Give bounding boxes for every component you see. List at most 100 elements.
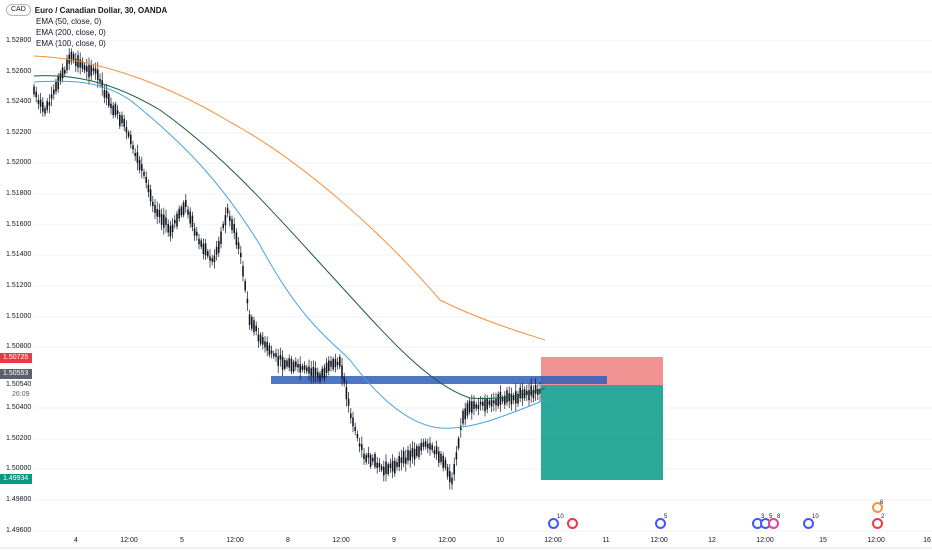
economic-event-icon[interactable]	[548, 518, 559, 529]
candle-body	[176, 213, 178, 227]
candle-body	[312, 366, 315, 377]
stop-loss-price-label[interactable]: 1.50725	[0, 353, 32, 363]
price-tick: 1.52400	[6, 98, 32, 105]
candle-body	[449, 471, 451, 483]
candle-body	[94, 68, 97, 74]
candle-body	[196, 231, 198, 236]
candle-body	[416, 446, 418, 456]
candle-body	[532, 389, 535, 398]
time-tick: 11	[602, 537, 610, 544]
candle-body	[246, 298, 249, 304]
price-tick: 1.50200	[6, 435, 32, 442]
candle-body	[244, 281, 246, 291]
candle-body	[438, 451, 440, 463]
candle-body	[44, 108, 46, 114]
chart-legend: CAD Euro / Canadian Dollar, 30, OANDA EM…	[6, 4, 167, 49]
time-tick: 9	[392, 537, 396, 544]
price-tick: 1.49600	[6, 527, 32, 534]
event-count: 3	[761, 514, 765, 520]
candle-body	[35, 91, 37, 98]
symbol-title: Euro / Canadian Dollar, 30, OANDA	[34, 5, 168, 15]
event-count: 10	[812, 514, 819, 520]
candle-body	[209, 256, 211, 261]
time-tick: 10	[496, 537, 504, 544]
candle-body	[266, 341, 268, 351]
candle-body	[429, 443, 431, 450]
candle-body	[231, 219, 233, 231]
legend-ema200[interactable]: EMA (200, close, 0)	[6, 27, 167, 38]
candle-body	[418, 446, 420, 458]
candle-body	[138, 159, 141, 170]
take-profit-zone	[541, 385, 663, 480]
candle-body	[352, 417, 354, 427]
time-tick: 15	[819, 537, 827, 544]
candle-body	[363, 453, 365, 460]
economic-event-icon[interactable]	[768, 518, 779, 529]
entry-price-label[interactable]: 1.50553	[0, 369, 32, 379]
candle-body	[147, 184, 150, 192]
candle-body	[171, 224, 174, 232]
candle-body	[440, 453, 442, 462]
candle-body	[400, 457, 403, 463]
candle-body	[297, 363, 299, 368]
candle-body	[330, 360, 332, 367]
candle-body	[270, 350, 273, 354]
canada-flag-icon[interactable]	[567, 518, 578, 529]
candle-body	[158, 209, 161, 218]
candle-body	[57, 76, 59, 90]
candle-body	[193, 228, 196, 236]
candle-body	[457, 438, 460, 449]
candle-body	[484, 399, 486, 412]
economic-event-icon[interactable]	[655, 518, 666, 529]
candle-body	[116, 110, 119, 115]
candle-body	[143, 171, 145, 176]
candle-body	[402, 450, 405, 464]
candle-body	[336, 361, 339, 366]
candle-body	[154, 205, 156, 213]
economic-event-icon[interactable]	[803, 518, 814, 529]
candle-body	[257, 334, 260, 342]
candle-body	[510, 393, 513, 405]
candle-body	[277, 356, 279, 366]
economic-event-icon[interactable]	[872, 502, 883, 513]
candle-body	[123, 118, 125, 127]
candle-body	[211, 258, 213, 262]
candle-body	[466, 403, 469, 416]
candle-body	[149, 189, 152, 202]
candle-body	[103, 90, 106, 98]
candle-body	[66, 58, 68, 71]
candle-body	[460, 426, 462, 431]
candle-body	[112, 105, 114, 116]
take-profit-price-label[interactable]: 1.49934	[0, 474, 32, 484]
candle-body	[508, 393, 510, 402]
candle-body	[125, 127, 128, 133]
legend-ema50[interactable]: EMA (50, close, 0)	[6, 16, 167, 27]
candle-body	[358, 443, 361, 447]
candle-body	[259, 334, 262, 344]
candle-body	[42, 102, 44, 112]
legend-ema100[interactable]: EMA (100, close, 0)	[6, 38, 167, 49]
canada-flag-icon[interactable]	[872, 518, 883, 529]
candle-body	[110, 103, 112, 109]
candle-body	[130, 134, 132, 145]
candle-body	[251, 317, 253, 329]
candle-body	[303, 365, 306, 370]
currency-chip[interactable]: CAD	[6, 4, 31, 16]
candle-body	[383, 466, 385, 476]
candle-body	[86, 66, 88, 72]
candle-body	[369, 455, 372, 467]
candle-body	[237, 242, 240, 249]
event-count: 2	[881, 514, 885, 520]
candle-body	[367, 453, 370, 458]
trade-zones[interactable]	[271, 357, 663, 480]
candle-body	[398, 455, 400, 467]
candle-countdown: 26:09	[12, 391, 30, 398]
candle-body	[105, 90, 108, 99]
candle-body	[482, 401, 484, 406]
candle-body	[178, 208, 180, 219]
candle-body	[262, 336, 264, 345]
candle-body	[391, 460, 394, 472]
candle-body	[248, 314, 251, 326]
price-tick: 1.51000	[6, 313, 32, 320]
